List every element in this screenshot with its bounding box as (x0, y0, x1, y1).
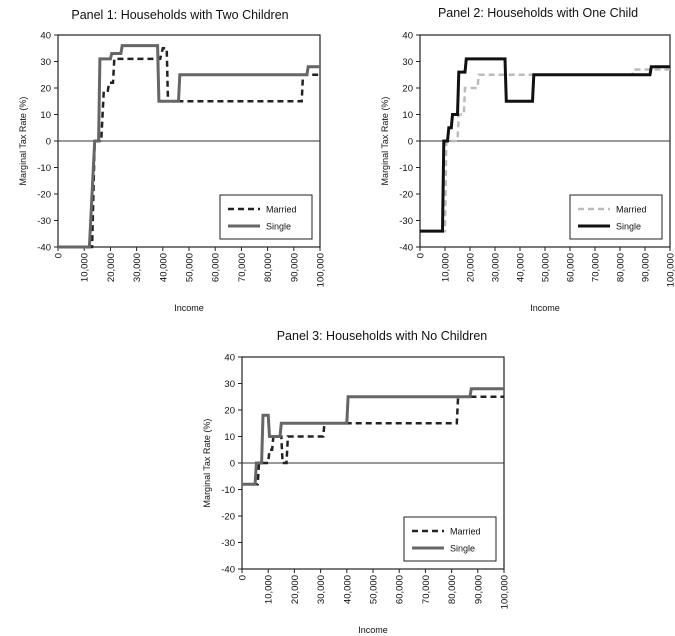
x-tick-label: 60,000 (566, 253, 577, 282)
y-tick-label: 0 (230, 459, 235, 470)
y-tick-label: 10 (224, 432, 235, 443)
x-tick-label: 0 (238, 575, 249, 580)
x-tick-label: 0 (416, 253, 427, 258)
y-tick-label: -40 (399, 243, 413, 254)
y-axis-label: Marginal Tax Rate (%) (380, 97, 390, 186)
legend-box (403, 516, 497, 562)
y-tick-label: 0 (46, 137, 51, 148)
chart-panel-3: Panel 3: Households with No Children 40 30… (202, 329, 511, 635)
legend: Married Single (403, 516, 497, 562)
legend: Married Single (219, 194, 313, 240)
x-tick-label: 90,000 (641, 253, 652, 282)
chart-title: Panel 3: Households with No Children (277, 329, 488, 343)
x-tick-label: 80,000 (263, 253, 274, 282)
y-tick-label: -30 (399, 216, 413, 227)
x-tick-label: 40,000 (342, 575, 353, 604)
chart-title: Panel 1: Households with Two Children (71, 8, 288, 22)
x-tick-label: 50,000 (541, 253, 552, 282)
y-tick-label: 10 (40, 110, 51, 121)
legend-label: Single (266, 222, 291, 232)
x-tick-label: 30,000 (132, 253, 143, 282)
y-tick-label: 20 (224, 406, 235, 417)
x-tick-label: 90,000 (289, 253, 300, 282)
x-tick-label: 30,000 (491, 253, 502, 282)
y-tick-label: -20 (37, 190, 51, 201)
x-tick-label: 90,000 (473, 575, 484, 604)
x-tick-label: 20,000 (106, 253, 117, 282)
chart-title: Panel 2: Households with One Child (438, 6, 638, 20)
y-tick-label: -40 (221, 565, 235, 576)
legend-label: Single (450, 544, 475, 554)
legend-label: Single (616, 222, 641, 232)
y-tick-label: 30 (402, 57, 413, 68)
x-tick-label: 70,000 (591, 253, 602, 282)
legend-box (219, 194, 313, 240)
x-tick-label: 60,000 (211, 253, 222, 282)
y-tick-label: 40 (40, 31, 51, 42)
x-tick-label: 70,000 (237, 253, 248, 282)
x-tick-label: 100,000 (666, 253, 675, 287)
chart-panel-1: Panel 1: Households with Two Children 40 3… (18, 8, 327, 313)
y-tick-label: 20 (40, 84, 51, 95)
x-tick-label: 40,000 (158, 253, 169, 282)
y-tick-label: -20 (221, 512, 235, 523)
legend: Married Single (569, 194, 663, 240)
legend-label: Married (616, 205, 647, 215)
y-tick-label: -10 (37, 163, 51, 174)
x-tick-label: 10,000 (264, 575, 275, 604)
x-tick-label: 100,000 (500, 575, 511, 609)
x-tick-label: 50,000 (369, 575, 380, 604)
x-tick-label: 10,000 (80, 253, 91, 282)
y-tick-label: 40 (402, 31, 413, 42)
y-tick-label: 10 (402, 110, 413, 121)
y-tick-label: 30 (224, 379, 235, 390)
y-axis-label: Marginal Tax Rate (%) (202, 419, 212, 508)
y-tick-label: 40 (224, 353, 235, 364)
y-tick-label: 30 (40, 57, 51, 68)
series-line-single (58, 44, 320, 249)
x-tick-label: 80,000 (616, 253, 627, 282)
series-line-single (420, 57, 670, 233)
x-tick-label: 100,000 (316, 253, 327, 287)
x-axis-label: Income (358, 625, 388, 635)
y-axis-label: Marginal Tax Rate (%) (18, 97, 28, 186)
legend-label: Married (266, 205, 297, 215)
y-tick-label: 20 (402, 84, 413, 95)
legend-box (569, 194, 663, 240)
series-line-married (242, 395, 504, 486)
series-line-single (242, 387, 504, 486)
x-tick-label: 20,000 (290, 575, 301, 604)
x-tick-label: 60,000 (395, 575, 406, 604)
series-line-married (58, 47, 320, 249)
chart-panel-2: Panel 2: Households with One Child 40 30 20… (380, 6, 675, 313)
y-tick-label: -10 (399, 163, 413, 174)
x-tick-label: 30,000 (316, 575, 327, 604)
legend-label: Married (450, 527, 481, 537)
y-tick-label: 0 (408, 137, 413, 148)
x-tick-label: 10,000 (441, 253, 452, 282)
y-tick-label: -20 (399, 190, 413, 201)
x-tick-label: 80,000 (447, 575, 458, 604)
y-tick-label: -10 (221, 485, 235, 496)
y-tick-label: -30 (221, 538, 235, 549)
x-axis-label: Income (174, 303, 204, 313)
y-tick-label: -40 (37, 243, 51, 254)
x-axis-label: Income (530, 303, 560, 313)
y-tick-label: -30 (37, 216, 51, 227)
x-tick-label: 40,000 (516, 253, 527, 282)
x-tick-label: 20,000 (466, 253, 477, 282)
x-tick-label: 70,000 (421, 575, 432, 604)
x-tick-label: 50,000 (185, 253, 196, 282)
x-tick-label: 0 (54, 253, 65, 258)
